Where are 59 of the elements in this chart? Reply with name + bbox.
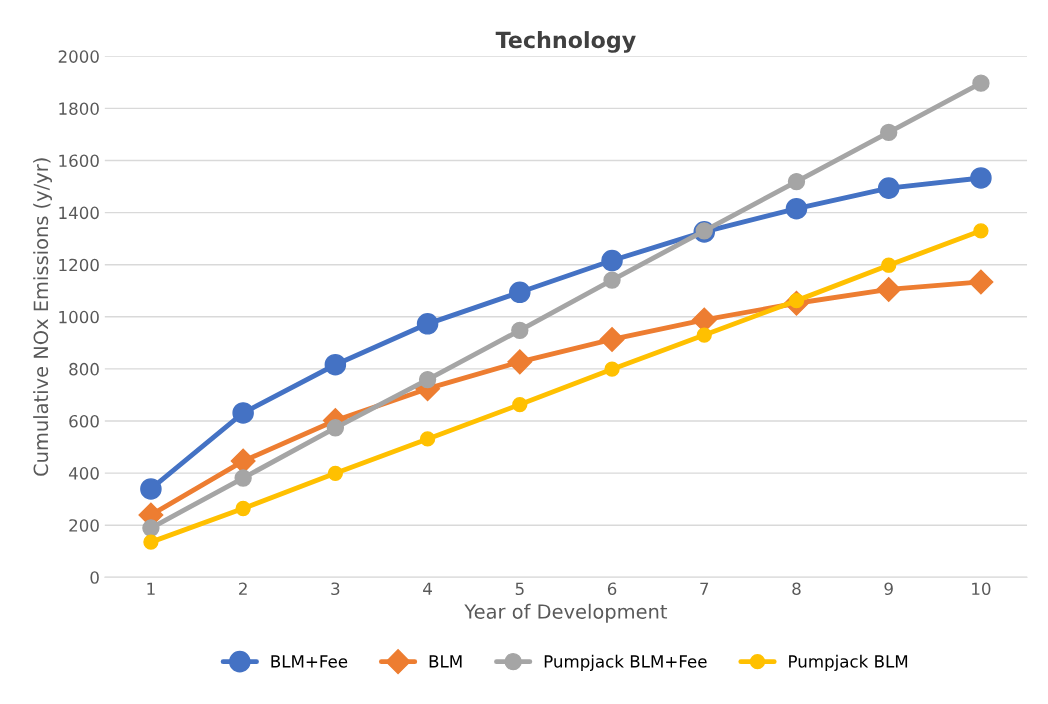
point (511, 321, 529, 340)
point (601, 249, 623, 272)
y-tick-label: 2000 (58, 50, 99, 63)
y-tick-label: 1000 (59, 310, 99, 324)
y-tick-label: 200 (69, 519, 99, 532)
point (234, 469, 252, 487)
point (973, 223, 989, 239)
y-tick-label: 1200 (59, 258, 99, 272)
point (603, 271, 621, 289)
chart-title: Technology (495, 31, 636, 53)
point (326, 419, 345, 437)
y-tick-label: 600 (69, 414, 99, 428)
point (418, 370, 437, 389)
x-axis-title: Year of Development (464, 603, 668, 623)
x-tick-label: 3 (331, 582, 340, 596)
point (877, 177, 900, 199)
point (876, 276, 902, 302)
point (881, 257, 897, 273)
x-tick-label: 10 (972, 582, 991, 596)
point (232, 402, 254, 424)
point (416, 313, 439, 335)
point (419, 431, 436, 447)
x-tick-label: 8 (792, 582, 801, 596)
y-tick-label: 800 (69, 362, 99, 376)
y-tick-label: 400 (68, 467, 99, 480)
x-tick-label: 9 (884, 582, 893, 596)
point (970, 167, 992, 189)
y-tick-label: 1800 (59, 102, 99, 115)
y-tick-label: 1600 (59, 154, 99, 168)
point (512, 396, 528, 413)
point (235, 500, 251, 517)
point (787, 172, 806, 191)
point (509, 281, 531, 304)
point (143, 534, 159, 550)
point (880, 123, 898, 142)
point (968, 269, 994, 295)
point (327, 465, 343, 481)
point (324, 353, 347, 376)
x-tick-label: 7 (700, 582, 709, 595)
x-tick-label: 4 (423, 582, 432, 595)
point (507, 349, 533, 375)
y-tick-label: 0 (90, 571, 99, 584)
legend-label: BLM (429, 655, 462, 668)
point (142, 519, 160, 537)
legend-label: Pumpjack BLM+Fee (544, 654, 707, 671)
x-tick-label: 6 (607, 582, 617, 596)
y-tick-label: 1400 (59, 206, 99, 220)
point (972, 74, 990, 92)
x-tick-label: 1 (147, 582, 155, 595)
point (785, 197, 808, 220)
x-tick-label: 2 (239, 582, 247, 595)
legend-label: BLM+Fee (271, 655, 348, 668)
legend-label: Pumpjack BLM (789, 654, 908, 671)
point (604, 361, 620, 377)
point (599, 326, 625, 352)
point (140, 478, 162, 500)
point (696, 327, 712, 343)
y-axis-title: Cumulative NOx Emissions (y/yr) (33, 158, 52, 476)
x-tick-label: 5 (515, 582, 524, 596)
